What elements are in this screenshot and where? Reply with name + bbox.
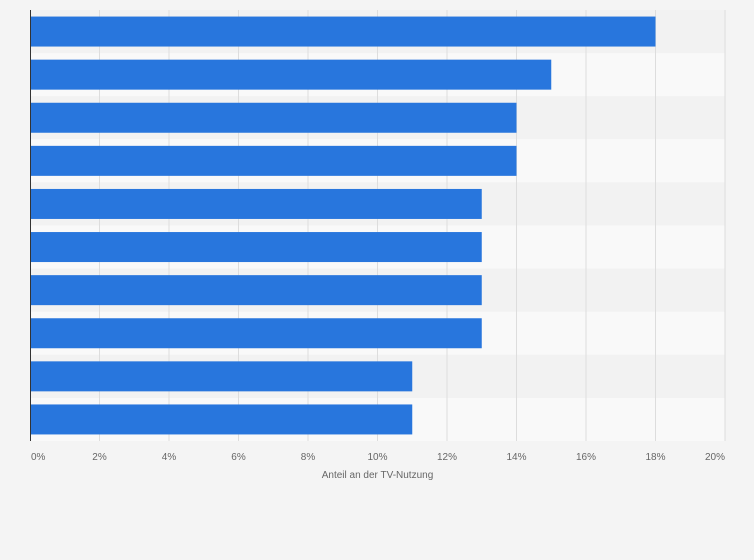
x-tick-label: 6% <box>231 452 246 463</box>
x-tick-label: 12% <box>437 452 457 463</box>
bar <box>30 275 482 306</box>
bar <box>30 102 517 133</box>
x-tick-label: 2% <box>92 452 107 463</box>
x-tick-label: 18% <box>645 452 665 463</box>
bar <box>30 59 552 90</box>
x-tick-label: 0% <box>31 452 46 463</box>
x-tick-label: 8% <box>301 452 316 463</box>
bar <box>30 361 413 392</box>
bars <box>30 16 656 435</box>
x-tick-label: 4% <box>162 452 177 463</box>
x-axis-title: Anteil an der TV-Nutzung <box>322 470 434 481</box>
x-tick-label: 20% <box>705 452 725 463</box>
bar <box>30 145 517 176</box>
x-tick-label: 10% <box>367 452 387 463</box>
bar <box>30 16 656 47</box>
x-tick-label: 16% <box>576 452 596 463</box>
x-axis-tick-labels: 0% 2% 4% 6% 8% 10% 12% 14% 16% 18% 20% <box>31 452 725 463</box>
bar <box>30 404 413 435</box>
x-tick-label: 14% <box>506 452 526 463</box>
bar <box>30 318 482 349</box>
bar <box>30 188 482 219</box>
bar <box>30 232 482 263</box>
